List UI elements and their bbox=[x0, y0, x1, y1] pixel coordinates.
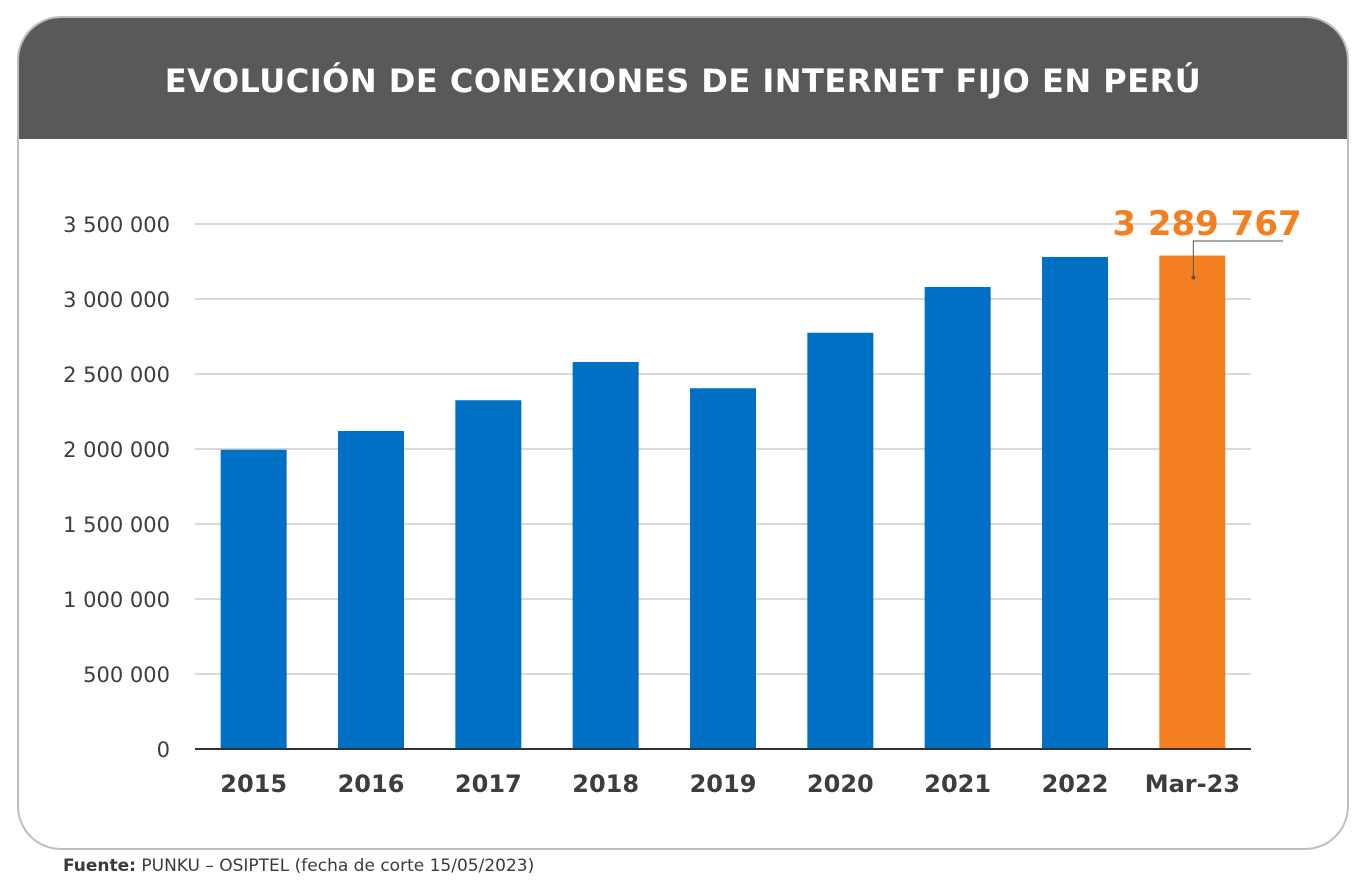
y-tick-label: 1 000 000 bbox=[63, 588, 170, 612]
source-label: Fuente: bbox=[63, 856, 136, 876]
x-tick-label: 2020 bbox=[807, 770, 874, 798]
y-tick-label: 1 500 000 bbox=[63, 513, 170, 537]
bar-2020 bbox=[807, 332, 874, 749]
y-tick-label: 500 000 bbox=[83, 663, 170, 687]
x-tick-label: Mar-23 bbox=[1145, 770, 1240, 798]
x-tick-label: 2021 bbox=[924, 770, 991, 798]
x-tick-label: 2022 bbox=[1042, 770, 1109, 798]
y-tick-label: 3 000 000 bbox=[63, 288, 170, 312]
callout-leader-line bbox=[1192, 240, 1283, 278]
y-tick-label: 2 500 000 bbox=[63, 363, 170, 387]
bar-2019 bbox=[690, 388, 756, 749]
callout-dot bbox=[1191, 275, 1196, 280]
x-tick-label: 2019 bbox=[690, 770, 757, 798]
bar-2022 bbox=[1042, 257, 1108, 749]
y-tick-label: 3 500 000 bbox=[63, 213, 170, 237]
bar-2017 bbox=[455, 400, 522, 749]
bar-2016 bbox=[338, 431, 404, 749]
bar-2018 bbox=[572, 362, 639, 749]
title-banner: EVOLUCIÓN DE CONEXIONES DE INTERNET FIJO… bbox=[19, 18, 1347, 139]
x-tick-label: 2017 bbox=[455, 770, 522, 798]
callout-value: 3 289 767 bbox=[1112, 204, 1301, 244]
source-text: PUNKU – OSIPTEL (fecha de corte 15/05/20… bbox=[135, 856, 535, 876]
y-tick-label: 0 bbox=[157, 738, 170, 762]
bar-highlight-Mar-23 bbox=[1159, 255, 1226, 749]
source-note: Fuente: PUNKU – OSIPTEL (fecha de corte … bbox=[63, 856, 534, 876]
y-tick-label: 2 000 000 bbox=[63, 438, 170, 462]
x-tick-label: 2015 bbox=[220, 770, 287, 798]
x-tick-label: 2018 bbox=[572, 770, 639, 798]
chart-title: EVOLUCIÓN DE CONEXIONES DE INTERNET FIJO… bbox=[164, 61, 1202, 100]
bar-2015 bbox=[220, 449, 287, 749]
bar-2021 bbox=[924, 287, 991, 749]
x-tick-label: 2016 bbox=[338, 770, 405, 798]
